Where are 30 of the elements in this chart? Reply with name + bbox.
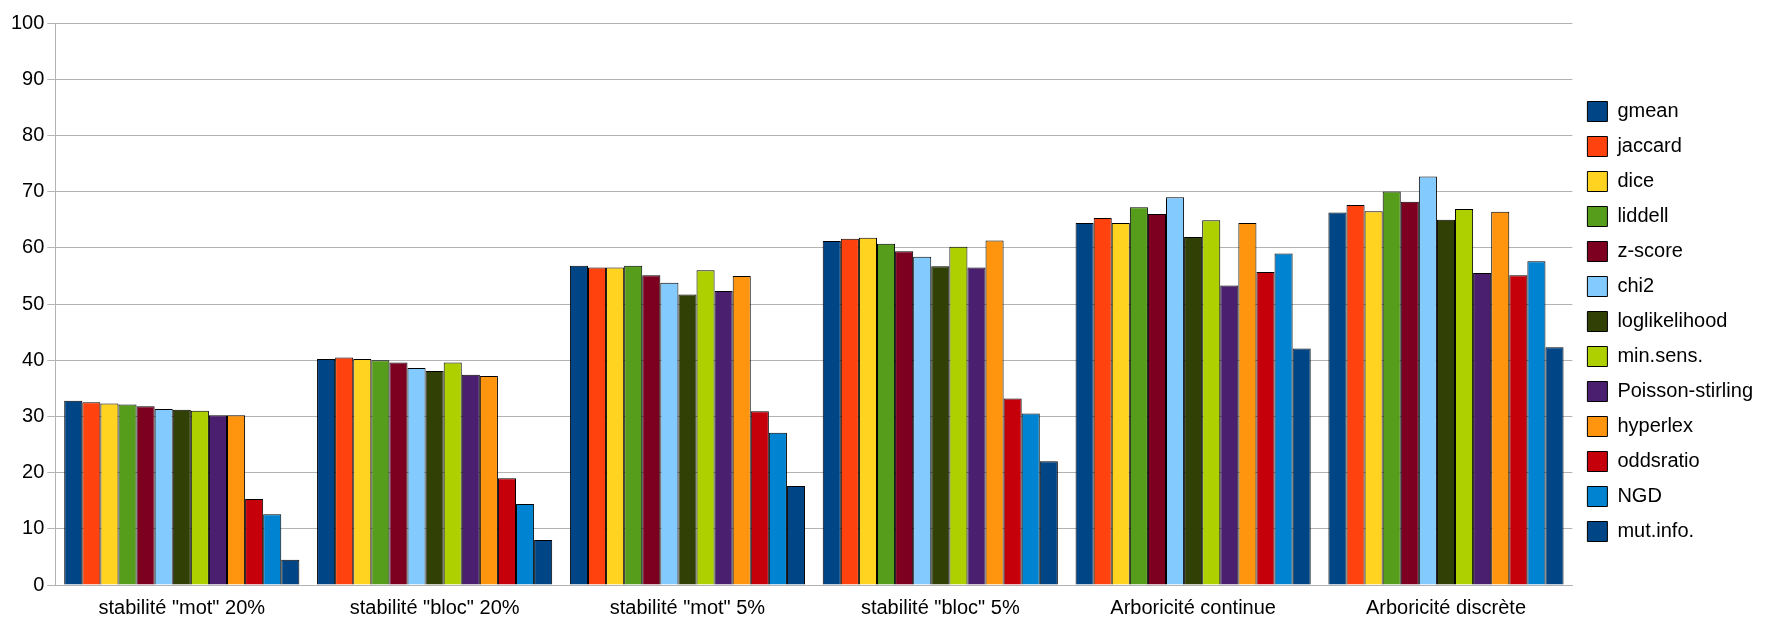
legend-label: oddsratio [1617, 449, 1700, 472]
y-tick-label: 20 [22, 460, 45, 483]
legend-label: liddell [1617, 204, 1669, 227]
x-tick-label: stabilité "bloc" 20% [349, 595, 520, 618]
y-tick-label: 60 [22, 235, 45, 258]
legend-label: chi2 [1617, 274, 1655, 297]
legend-label: jaccard [1616, 134, 1682, 157]
legend-label: loglikelihood [1617, 309, 1728, 332]
y-tick-label: 0 [33, 572, 45, 595]
y-tick-label: 10 [22, 516, 45, 539]
legend-label: hyperlex [1617, 414, 1693, 437]
legend-label: mut.info. [1617, 519, 1695, 542]
y-tick-label: 50 [22, 291, 45, 314]
y-tick-label: 30 [22, 403, 45, 426]
x-tick-label: Arboricité continue [1110, 595, 1276, 618]
y-tick-label: 80 [22, 122, 45, 145]
legend-label: z-score [1617, 239, 1683, 262]
y-tick-label: 40 [22, 347, 45, 370]
x-tick-label: stabilité "bloc" 5% [860, 595, 1020, 618]
x-tick-label: stabilité "mot" 5% [609, 595, 766, 618]
y-tick-label: 70 [22, 179, 45, 202]
y-tick-label: 90 [22, 66, 45, 89]
legend-label: gmean [1617, 99, 1679, 122]
legend-label: min.sens. [1617, 344, 1703, 367]
legend-label: NGD [1617, 484, 1662, 507]
x-tick-label: Arboricité discrète [1365, 595, 1527, 618]
legend-label: dice [1617, 169, 1655, 192]
x-tick-label: stabilité "mot" 20% [98, 595, 266, 618]
legend-label: Poisson-stirling [1617, 379, 1753, 402]
y-tick-label: 100 [10, 10, 45, 33]
